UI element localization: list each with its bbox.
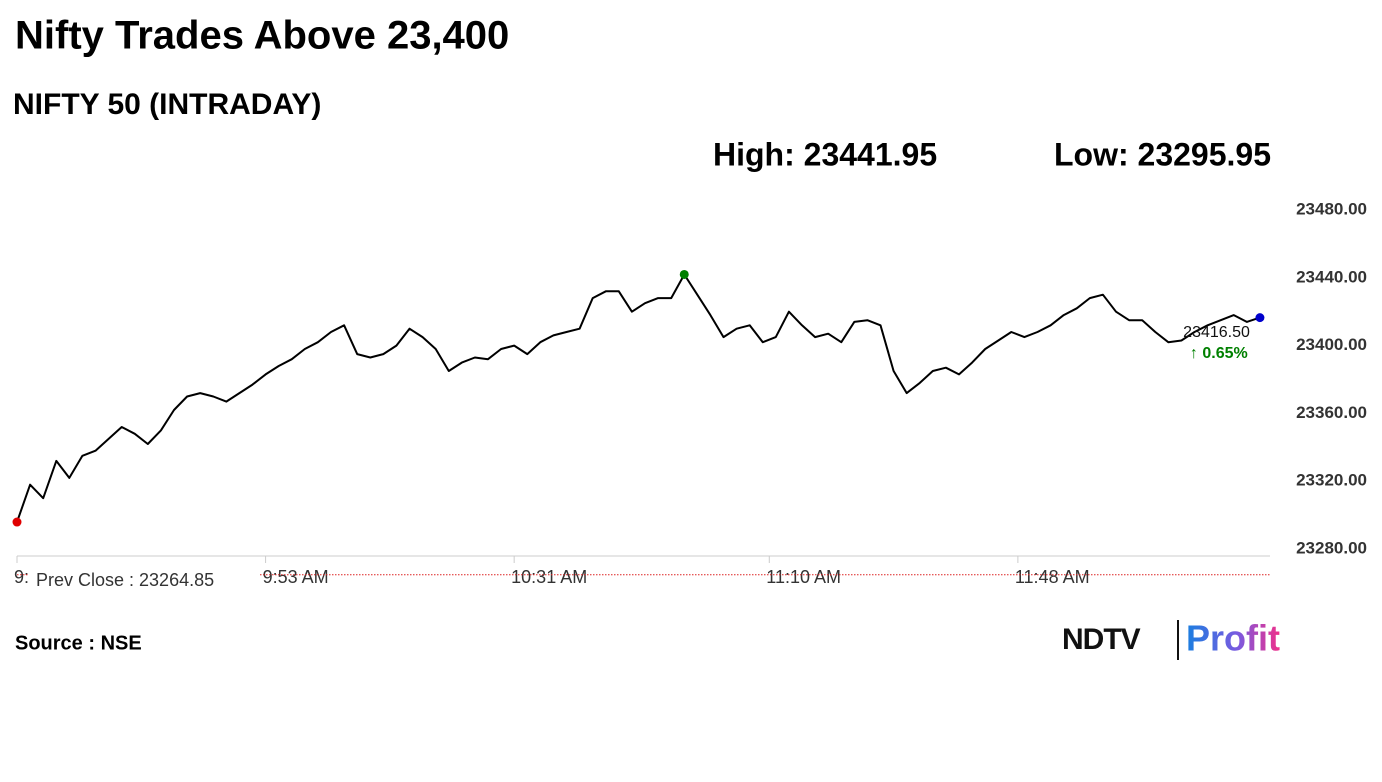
chart-title: Nifty Trades Above 23,400 [15,14,509,58]
brand-profit: Profit [1186,618,1280,659]
x-tick-label: 11:10 AM [766,567,841,587]
prev-close-label: Prev Close : 23264.85 [36,570,214,590]
last-value-label: 23416.50 [1183,324,1250,341]
high-label: High: 23441.95 [713,136,937,172]
prev-close-bg [29,569,259,589]
last-dot [1255,313,1265,323]
price-line [16,273,1261,523]
change-label: ↑ 0.65% [1190,345,1248,362]
x-tick-label: 10:31 AM [511,567,587,587]
chart-subtitle: NIFTY 50 (INTRADAY) [13,88,321,121]
low-dot [12,517,22,527]
y-tick-label: 23480.00 [1296,199,1367,218]
y-tick-label: 23360.00 [1296,403,1367,422]
x-tick-label: 9:53 AM [263,567,329,587]
source: Source : NSE [15,632,142,654]
low-label: Low: 23295.95 [1054,136,1271,172]
y-tick-label: 23400.00 [1296,335,1367,354]
brand-ndtv: NDTV [1062,623,1141,656]
x-tick-label: 11:48 AM [1015,567,1090,587]
high-dot [679,269,689,279]
y-tick-label: 23440.00 [1296,267,1367,286]
y-tick-label: 23320.00 [1296,471,1367,490]
y-tick-label: 23280.00 [1296,539,1367,558]
